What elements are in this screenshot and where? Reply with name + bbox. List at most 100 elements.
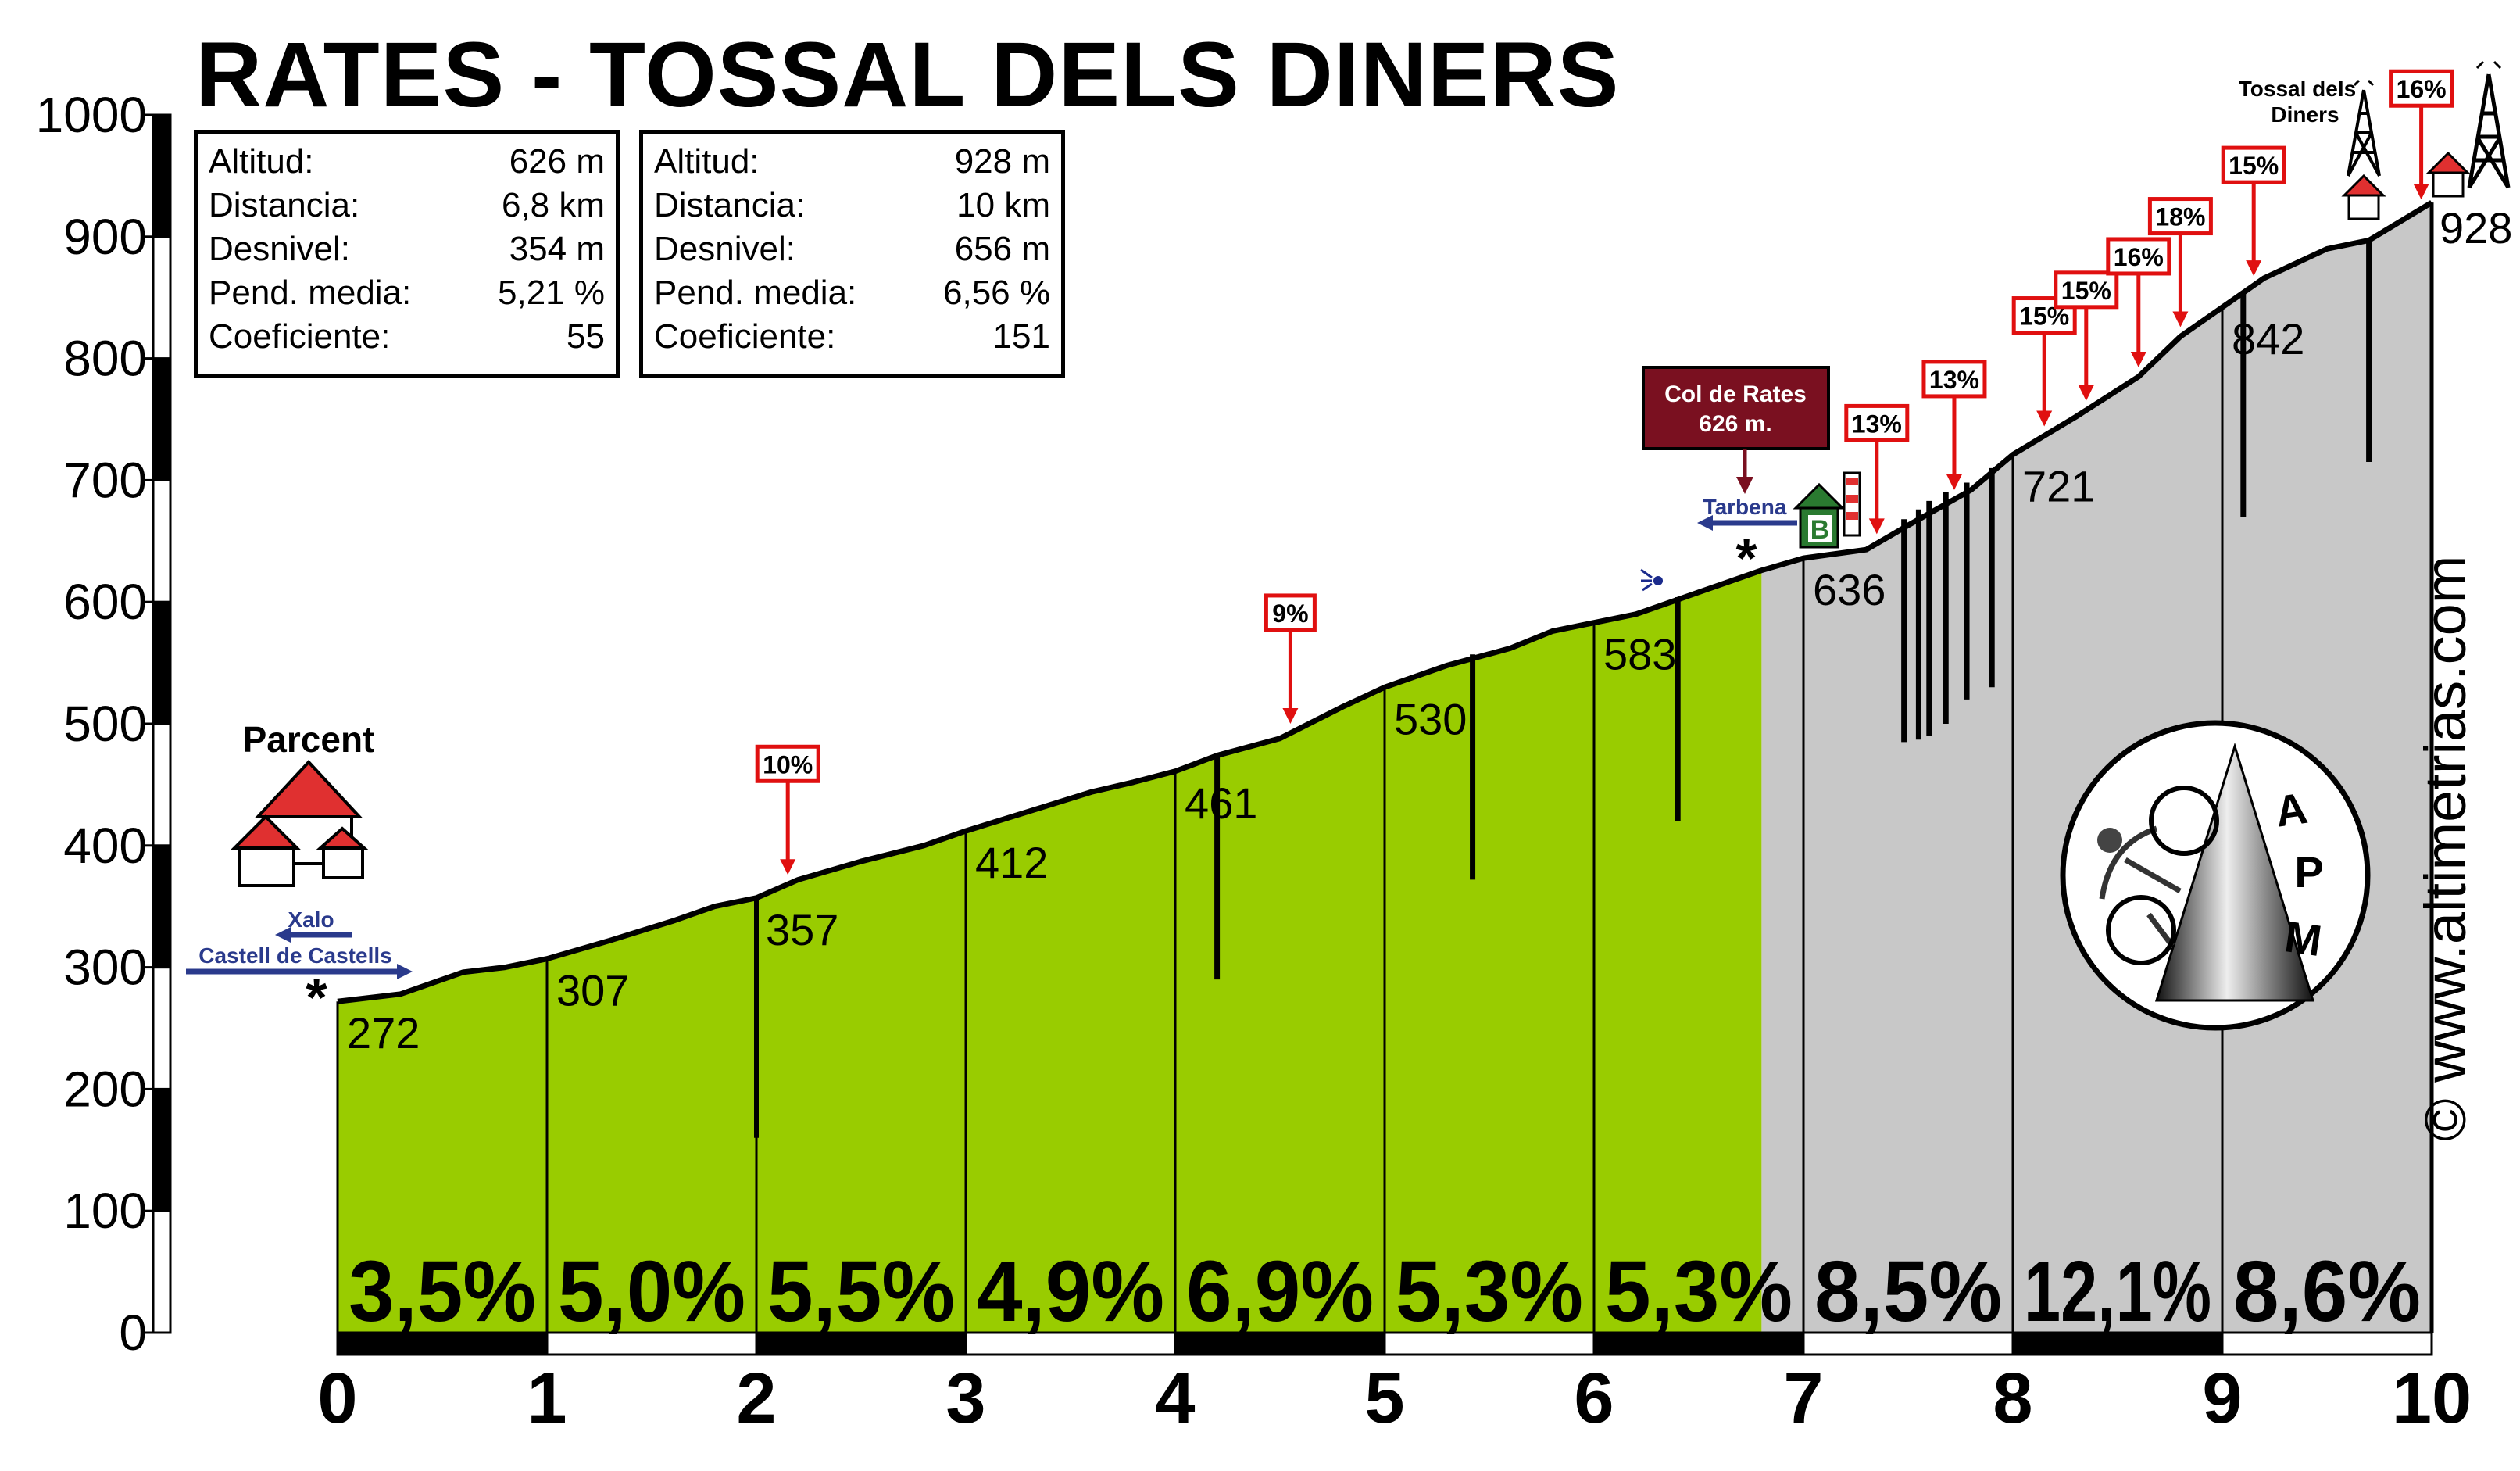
stat-value: 6,56 % xyxy=(943,274,1050,312)
x-tick-label: 9 xyxy=(2202,1358,2242,1438)
milestone-icon xyxy=(1843,471,1861,537)
watermark: © www.altimetrias.com xyxy=(2413,556,2478,1141)
fountain-icon xyxy=(1640,568,1663,592)
max-gradient-label: 13% xyxy=(1852,410,1902,438)
x-tick-label: 6 xyxy=(1574,1358,1614,1438)
tarbena-arrow-head xyxy=(1697,515,1713,531)
apm-letter-a: A xyxy=(2272,783,2311,836)
bike-wheel-icon xyxy=(2149,786,2219,856)
chart-title: RATES - TOSSAL DELS DINERS xyxy=(195,23,1620,127)
stat-value: 151 xyxy=(992,317,1050,356)
km-altitude-label: 928 xyxy=(2440,203,2512,252)
stats-box-col: Altitud: 626 m Distancia: 6,8 km Desnivel:… xyxy=(194,130,620,378)
stat-row-altitud: Altitud: 626 m xyxy=(209,140,605,184)
cyclist-icon xyxy=(2099,825,2182,948)
max-gradient-label: 16% xyxy=(2114,243,2164,271)
antenna-tower-icon xyxy=(2347,79,2381,177)
col-de-rates-box xyxy=(1642,366,1830,450)
house-icon-2 xyxy=(2425,151,2471,198)
max-gradient-label: 10% xyxy=(763,750,813,778)
max-gradient-label: 16% xyxy=(2397,75,2447,103)
max-gradient-arrow-head xyxy=(2036,410,2053,427)
y-tick-label: 500 xyxy=(63,696,147,752)
stat-label: Pend. media: xyxy=(654,274,857,312)
y-tick-label: 800 xyxy=(63,331,147,387)
max-gradient-arrow-head xyxy=(2078,385,2094,401)
curve-marks xyxy=(754,240,2372,1138)
stat-value: 10 km xyxy=(956,186,1050,224)
segment-gradient-label: 8,6% xyxy=(2233,1244,2421,1340)
y-tick-label: 100 xyxy=(63,1183,147,1239)
bar-icon-letter: B xyxy=(1810,515,1830,545)
altitude-scale-segment xyxy=(152,357,172,481)
apm-letter-p: P xyxy=(2294,847,2323,897)
stat-value: 626 m xyxy=(509,142,605,181)
stat-value: 55 xyxy=(567,317,605,356)
y-tick-label: 600 xyxy=(63,574,147,630)
stat-label: Altitud: xyxy=(209,142,314,181)
stat-row-altitud: Altitud: 928 m xyxy=(654,140,1050,184)
altitude-labels: 272 307 357 412 461 530 583 636 721 842 928 xyxy=(347,203,2512,1058)
segment-gradient-label: 8,5% xyxy=(1814,1244,2002,1340)
x-tick-label: 2 xyxy=(736,1358,776,1438)
max-gradient-arrow-head xyxy=(2130,351,2146,367)
km-altitude-label: 842 xyxy=(2232,314,2304,363)
tossal-label-line1: Tossal dels xyxy=(2239,77,2356,101)
distance-scale-segment xyxy=(1802,1331,2014,1356)
altitude-scale-segment xyxy=(152,1087,172,1212)
stat-row-pendiente: Pend. media: 5,21 % xyxy=(209,271,605,315)
max-gradient-box xyxy=(2054,270,2119,310)
segment-gradient-label: 5,3% xyxy=(1396,1244,1583,1340)
segment-gradient-labels: 3,5% 5,0% 5,5% 4,9% 6,9% 5,3% 5,3% 8,5% 12,1% 8,6… xyxy=(349,1244,2421,1340)
stat-label: Desnivel: xyxy=(654,230,795,268)
km-altitude-label: 412 xyxy=(975,838,1048,887)
climb-area-summit xyxy=(1761,202,2432,1333)
y-tick-label: 900 xyxy=(63,209,147,265)
stats-box-summit: Altitud: 928 m Distancia: 10 km Desnivel: 6… xyxy=(639,130,1065,378)
max-gradient-box xyxy=(755,744,820,783)
y-tick-label: 200 xyxy=(63,1061,147,1117)
max-gradient-arrow-head xyxy=(1946,474,1962,490)
profile-area xyxy=(336,200,2434,1333)
max-gradient-label: 9% xyxy=(1272,599,1308,628)
altitude-scale-segment xyxy=(152,844,172,969)
col-asterisk: * xyxy=(1735,528,1757,589)
stat-row-coeficiente: Coeficiente: 55 xyxy=(209,315,605,359)
y-tick-label: 1000 xyxy=(36,87,147,143)
max-gradient-arrow-head xyxy=(1868,518,1885,535)
mountain-icon xyxy=(2154,742,2315,1002)
y-tick-label: 700 xyxy=(63,452,147,508)
max-gradient-box xyxy=(1264,593,1317,632)
max-gradient-arrow-head xyxy=(2246,260,2262,277)
km-altitude-label: 583 xyxy=(1603,630,1676,679)
stat-row-coeficiente: Coeficiente: 151 xyxy=(654,315,1050,359)
x-tick-label: 10 xyxy=(2392,1358,2472,1438)
tarbena-label: Tarbena xyxy=(1703,495,1787,519)
stat-label: Distancia: xyxy=(654,186,806,224)
y-tick-label: 400 xyxy=(63,818,147,874)
apm-logo: A P M xyxy=(2060,720,2371,1031)
altitude-scale-segment xyxy=(152,600,172,725)
segment-gradient-label: 5,5% xyxy=(767,1244,955,1340)
castell-label: Castell de Castells xyxy=(198,943,391,968)
altitude-scale-segment xyxy=(152,235,172,360)
tossal-label-line2: Diners xyxy=(2271,102,2339,127)
stat-row-desnivel: Desnivel: 656 m xyxy=(654,227,1050,271)
parcent-label: Parcent xyxy=(243,719,375,760)
km-altitude-label: 272 xyxy=(347,1008,420,1058)
segment-gradient-label: 3,5% xyxy=(349,1244,536,1340)
max-gradient-arrows: 10%9%13%13%15%15%16%18%15%16% xyxy=(755,69,2454,875)
distance-scale-segment xyxy=(964,1331,1177,1356)
max-gradient-box xyxy=(2221,145,2286,184)
altitude-scale-segment xyxy=(152,478,172,603)
altitude-axis: 0 100 200 300 400 500 600 700 800 900 1000 xyxy=(36,87,172,1361)
altitude-scale-segment xyxy=(152,722,172,847)
max-gradient-arrow-head xyxy=(2413,184,2429,200)
stat-row-distancia: Distancia: 10 km xyxy=(654,184,1050,227)
stat-value: 6,8 km xyxy=(501,186,605,224)
km-altitude-label: 307 xyxy=(556,966,629,1015)
col-de-rates-alt: 626 m. xyxy=(1699,411,1771,437)
start-asterisk: * xyxy=(306,967,327,1028)
max-gradient-label: 15% xyxy=(2229,152,2279,180)
